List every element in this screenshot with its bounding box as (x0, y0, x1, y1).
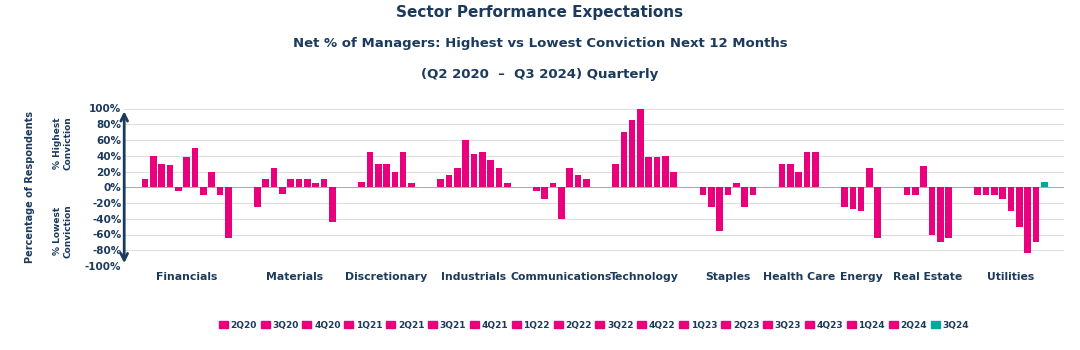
Bar (920, 166, 927, 187)
Bar (866, 168, 873, 187)
Bar (779, 164, 785, 187)
Bar (541, 187, 548, 199)
Bar (375, 164, 381, 187)
Bar (1041, 182, 1048, 187)
Bar (850, 187, 856, 209)
Bar (841, 187, 848, 207)
Bar (408, 183, 415, 187)
Bar (271, 168, 278, 187)
Bar (1025, 187, 1031, 253)
Bar (254, 187, 260, 207)
Bar (400, 152, 406, 187)
Bar (566, 168, 573, 187)
Bar (858, 187, 864, 211)
Bar (700, 187, 706, 195)
Bar (496, 168, 502, 187)
Text: % Lowest
Conviction: % Lowest Conviction (53, 204, 72, 258)
Bar (708, 187, 715, 207)
Bar (487, 160, 494, 187)
Bar (671, 172, 677, 187)
Bar (305, 179, 311, 187)
Bar (141, 179, 148, 187)
Text: Sector Performance Expectations: Sector Performance Expectations (396, 5, 684, 20)
Bar (359, 182, 365, 187)
Bar (725, 187, 731, 195)
Bar (329, 187, 336, 222)
Bar (534, 187, 540, 191)
Bar (662, 156, 669, 187)
Bar (716, 187, 723, 231)
Bar (504, 183, 511, 187)
Bar (575, 175, 581, 187)
Bar (637, 108, 644, 187)
Bar (646, 158, 652, 187)
Bar (225, 187, 231, 238)
Bar (437, 179, 444, 187)
Bar (983, 187, 989, 195)
Bar (945, 187, 951, 238)
Bar (653, 158, 661, 187)
Bar (1008, 187, 1014, 211)
Bar (462, 140, 469, 187)
Bar (621, 132, 627, 187)
Bar (929, 187, 935, 234)
Bar (200, 187, 206, 195)
Text: (Q2 2020  –  Q3 2024) Quarterly: (Q2 2020 – Q3 2024) Quarterly (421, 68, 659, 81)
Bar (904, 187, 910, 195)
Bar (804, 152, 810, 187)
Bar (471, 154, 477, 187)
Bar (262, 179, 269, 187)
Bar (558, 187, 565, 219)
Bar (478, 152, 486, 187)
Bar (612, 164, 619, 187)
Bar (312, 183, 319, 187)
Bar (175, 187, 181, 191)
Bar (287, 179, 294, 187)
Bar (296, 179, 302, 187)
Bar (999, 187, 1007, 199)
Bar (795, 172, 802, 187)
Bar (629, 120, 635, 187)
Bar (217, 187, 224, 195)
Bar (446, 175, 453, 187)
Legend: 2Q20, 3Q20, 4Q20, 1Q21, 2Q21, 3Q21, 4Q21, 1Q22, 2Q22, 3Q22, 4Q22, 1Q23, 2Q23, 3Q: 2Q20, 3Q20, 4Q20, 1Q21, 2Q21, 3Q21, 4Q21… (219, 321, 969, 330)
Text: Percentage of Respondents: Percentage of Respondents (25, 111, 36, 263)
Bar (321, 179, 327, 187)
Bar (937, 187, 944, 242)
Bar (150, 156, 157, 187)
Bar (583, 179, 590, 187)
Bar (912, 187, 919, 195)
Bar (166, 165, 173, 187)
Bar (159, 164, 165, 187)
Bar (454, 168, 461, 187)
Bar (787, 164, 794, 187)
Text: Net % of Managers: Highest vs Lowest Conviction Next 12 Months: Net % of Managers: Highest vs Lowest Con… (293, 37, 787, 50)
Bar (991, 187, 998, 195)
Text: % Highest
Conviction: % Highest Conviction (53, 116, 72, 170)
Bar (392, 172, 399, 187)
Bar (550, 183, 556, 187)
Bar (208, 172, 215, 187)
Bar (733, 183, 740, 187)
Bar (383, 164, 390, 187)
Bar (191, 148, 199, 187)
Bar (875, 187, 881, 238)
Bar (812, 152, 819, 187)
Bar (750, 187, 756, 195)
Bar (1032, 187, 1039, 242)
Bar (741, 187, 748, 207)
Bar (279, 187, 286, 194)
Bar (366, 152, 374, 187)
Bar (184, 158, 190, 187)
Bar (1016, 187, 1023, 227)
Bar (974, 187, 981, 195)
